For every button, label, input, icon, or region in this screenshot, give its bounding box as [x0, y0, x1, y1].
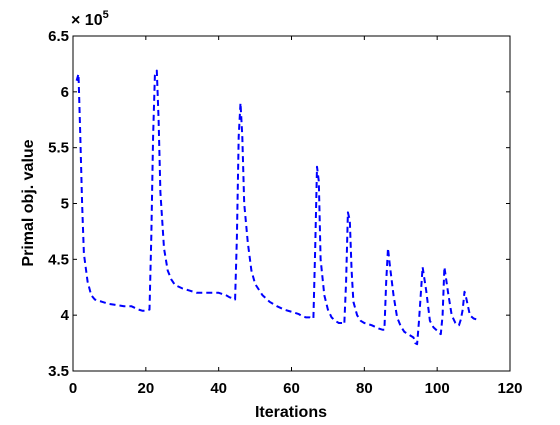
series-layer: [75, 69, 478, 346]
x-tick-label: 80: [356, 380, 373, 397]
x-tick-label: 40: [210, 380, 227, 397]
y-tick-label: 4.5: [48, 251, 69, 268]
x-tick-label: 100: [425, 380, 450, 397]
x-tick-label: 20: [137, 380, 154, 397]
x-axis: 0 20 40 60 80 100 120: [69, 36, 523, 397]
x-tick-label: 120: [497, 380, 522, 397]
y-tick-label: 6: [61, 84, 69, 101]
y-exponent-power: 5: [103, 9, 109, 21]
x-axis-title: Iterations: [255, 404, 327, 420]
y-axis: 3.5 4 4.5 5 5.5 6 6.5: [48, 28, 510, 380]
y-tick-label: 4: [61, 307, 70, 324]
y-axis-title: Primal obj. value: [20, 139, 37, 266]
series-line: [75, 69, 478, 346]
x-tick-label: 0: [69, 380, 77, 397]
y-tick-label: 3.5: [48, 363, 69, 380]
x-tick-label: 60: [283, 380, 300, 397]
plot-area: [73, 36, 510, 371]
y-exponent-base: × 10: [71, 12, 103, 29]
y-tick-label: 5.5: [48, 140, 69, 157]
y-tick-label: 5: [61, 196, 69, 213]
y-tick-label: 6.5: [48, 28, 69, 45]
y-exponent-label: × 105: [71, 9, 109, 29]
